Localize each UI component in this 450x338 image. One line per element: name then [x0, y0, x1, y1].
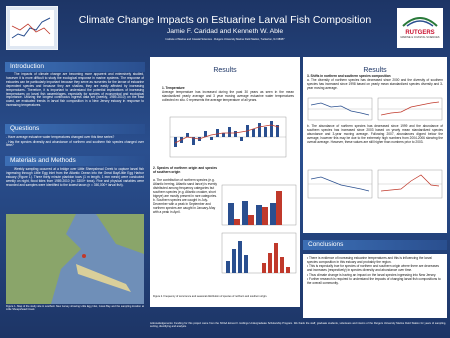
figure-caption: Figure 2. Frequency of occurrence and se…	[153, 295, 268, 298]
abundance-charts	[307, 169, 443, 199]
title: Climate Change Impacts on Estuarine Larv…	[78, 14, 372, 26]
temperature-text: Average temperature has increased during…	[162, 90, 294, 102]
logo-text: RUTGERS	[405, 30, 435, 36]
logo-subtext: MARINE & COASTAL SCIENCES	[400, 36, 440, 39]
left-logo	[6, 6, 58, 50]
section-heading: Questions	[5, 124, 145, 134]
conclusion: • Thus climate change is having an impac…	[307, 272, 437, 277]
conclusion: • This is especially true for species of…	[307, 264, 439, 273]
figure-caption: Figure 1. Map of the study site in south…	[6, 305, 144, 312]
intro-text: The impacts of climate change are becomi…	[6, 72, 144, 108]
subheading: 1. Temperature	[162, 86, 185, 90]
subheading: 3. Shifts in northern and southern speci…	[307, 74, 391, 78]
conclusions: • There is evidence of increasing estuar…	[303, 254, 447, 318]
panel-heading: Results	[213, 67, 237, 74]
species-item: b. Southern species are caught in July-D…	[153, 198, 216, 214]
conclusion: • Further research is required to unders…	[307, 277, 441, 286]
site-map	[6, 214, 144, 304]
section-heading: Materials and Methods	[5, 156, 145, 166]
shifts-text: b. The abundance of northern species has…	[307, 124, 443, 144]
subheading: 2. Species of northern origin and specie…	[153, 166, 217, 174]
acknowledgements: Acknowledgements: Funding for this proje…	[150, 322, 446, 329]
right-logo: RUTGERS MARINE & COASTAL SCIENCES	[397, 8, 443, 48]
species-chart	[221, 184, 297, 274]
section-heading: Introduction	[5, 62, 145, 72]
conclusion: • There is evidence of increasing estuar…	[307, 256, 432, 264]
panel-heading: Results	[363, 67, 387, 74]
results-panel: Results 3. Shifts in northern and southe…	[303, 57, 447, 233]
species-item: a. The contribution of northern species …	[153, 178, 217, 198]
authors: Jamie F. Caridad and Kenneth W. Able	[166, 28, 284, 35]
question: - Has the species diversity and abundanc…	[6, 139, 144, 148]
section-heading: Conclusions	[303, 240, 447, 250]
logo-graphic	[402, 17, 438, 27]
question: - Have average estuarine water temperatu…	[6, 135, 115, 139]
shifts-text: a. The diversity of northern species has…	[307, 78, 443, 90]
temperature-chart	[169, 116, 287, 158]
species-text: a. The contribution of northern species …	[153, 178, 217, 215]
affiliation: Institute of Marine and Coastal Sciences…	[165, 38, 285, 41]
methods-text: Weekly sampling occurred at a bridge ove…	[6, 167, 144, 187]
questions: - Have average estuarine water temperatu…	[6, 135, 144, 149]
diversity-charts	[307, 97, 443, 121]
results-panel: Results 1. Temperature Average temperatu…	[150, 57, 300, 307]
